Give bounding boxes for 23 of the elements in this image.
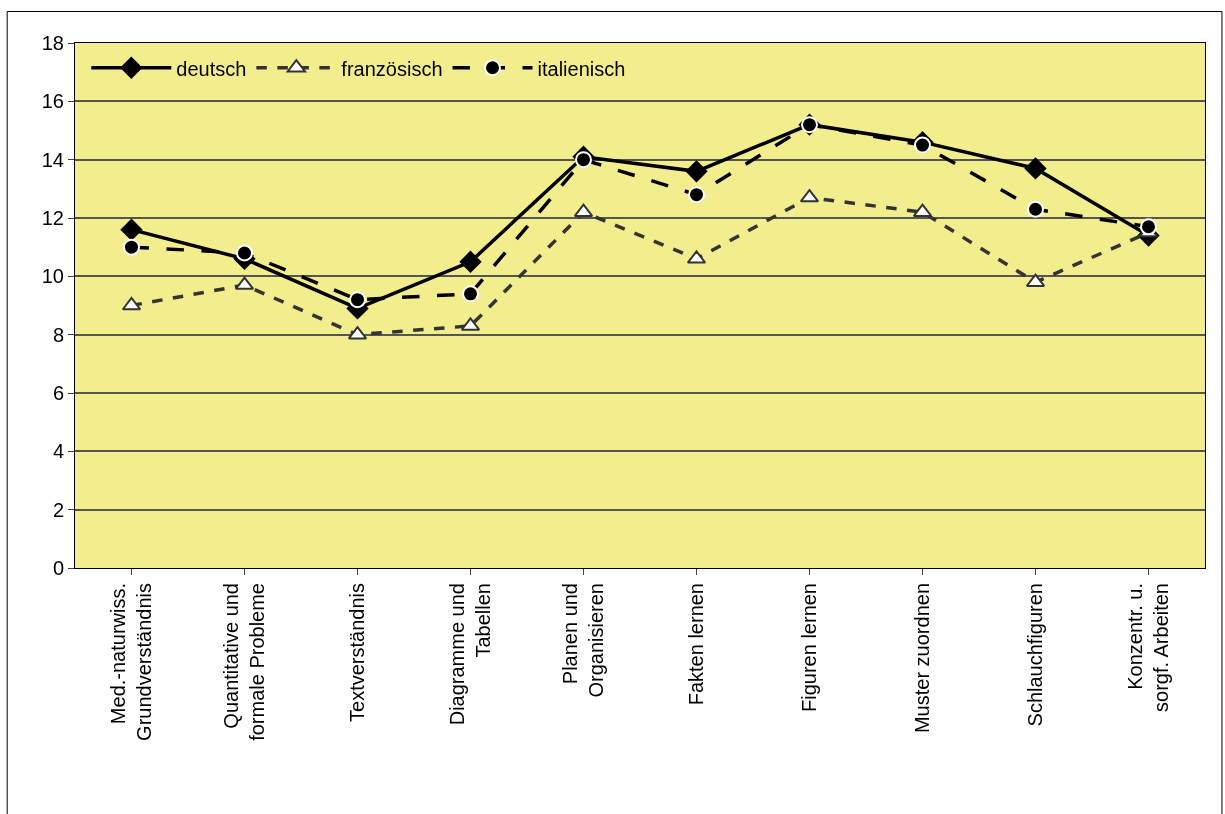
y-tick-label: 4	[52, 440, 64, 463]
x-tick-label: Quantitative und formale Probleme	[220, 583, 268, 741]
x-tick-label: Diagramme und Tabellen	[446, 583, 494, 726]
y-tick-label: 10	[41, 265, 64, 288]
x-tick-label: Figuren lernen	[798, 583, 820, 712]
x-tick-label: Med.-naturwiss. Grundverständnis	[107, 583, 155, 741]
legend-label: deutsch	[176, 57, 247, 80]
y-tick-label: 6	[52, 382, 64, 404]
y-tick-label: 14	[41, 148, 64, 171]
y-tick-label: 16	[41, 90, 64, 113]
x-tick-label: Planen und Organisieren	[559, 583, 607, 698]
legend-label: italienisch	[537, 57, 626, 80]
x-tick-label: Textverständnis	[346, 583, 368, 722]
y-tick-label: 18	[41, 32, 64, 54]
x-tick-label: Muster zuordnen	[911, 583, 933, 734]
y-tick-label: 0	[52, 557, 64, 579]
y-tick-label: 12	[41, 207, 64, 229]
x-tick-label: Fakten lernen	[685, 583, 707, 706]
y-tick-label: 2	[52, 498, 64, 521]
x-tick-label: Schlauchfiguren	[1024, 583, 1046, 727]
legend-label: französisch	[341, 57, 443, 80]
x-tick-label: Konzentr. u. sorgf. Arbeiten	[1124, 583, 1172, 712]
y-tick-label: 8	[52, 323, 64, 346]
